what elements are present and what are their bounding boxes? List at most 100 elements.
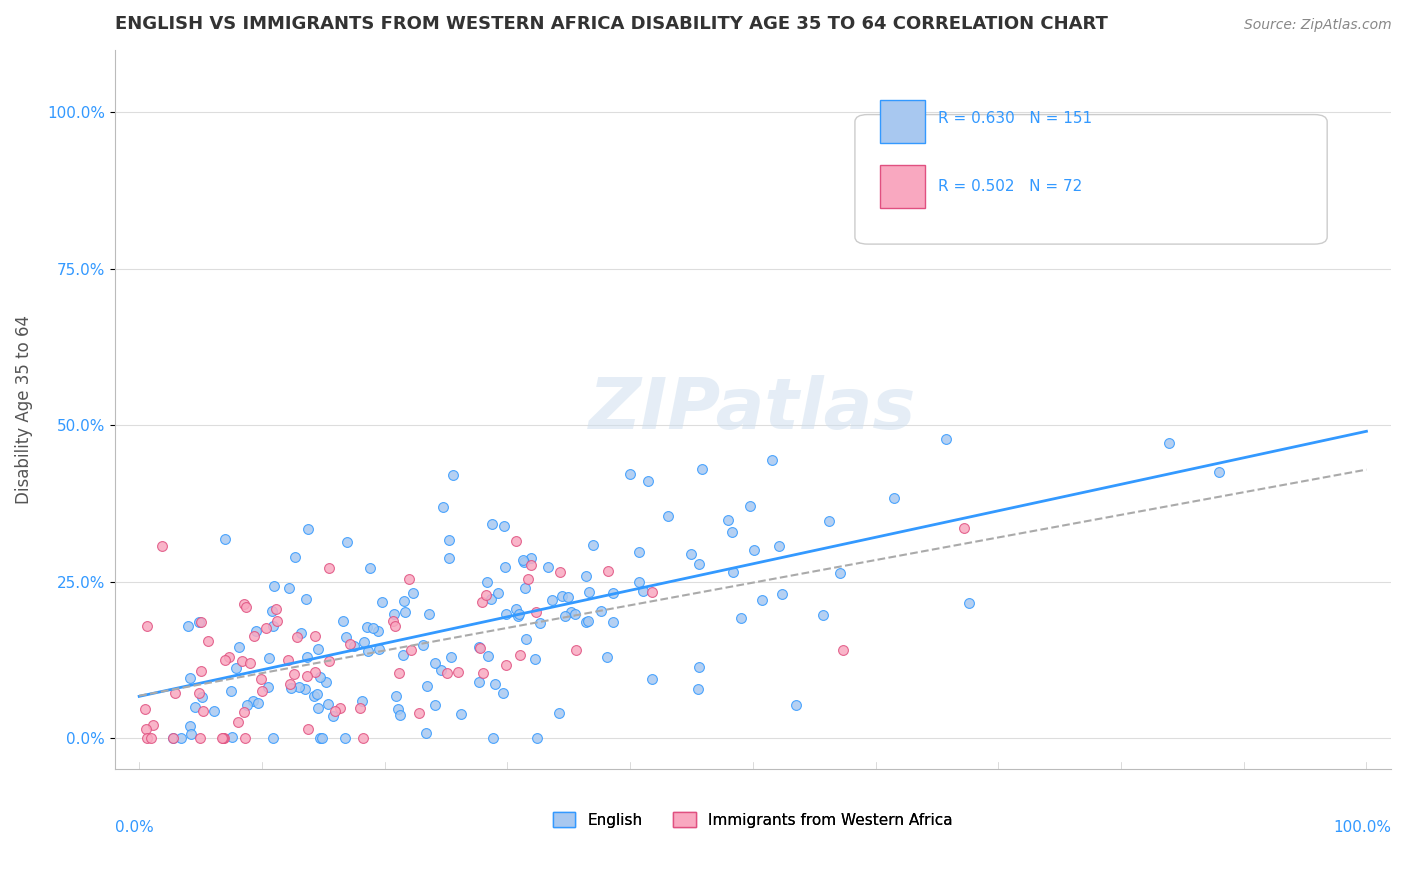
Point: [135, 722, 157, 736]
Point: [135, 619, 157, 633]
Point: [295, 650, 318, 665]
Point: [262, 731, 284, 745]
Point: [388, 666, 411, 681]
Point: [479, 592, 502, 607]
Point: [681, 547, 703, 561]
Point: [688, 659, 710, 673]
Point: [447, 665, 470, 680]
Point: [304, 629, 326, 643]
Point: [263, 579, 285, 593]
Point: [541, 592, 564, 607]
Point: [506, 608, 529, 623]
Point: [564, 607, 586, 621]
Point: [336, 535, 359, 549]
Text: 0.0%: 0.0%: [115, 820, 153, 835]
Point: [831, 643, 853, 657]
Point: [423, 656, 446, 670]
Point: [392, 594, 415, 608]
Point: [239, 657, 262, 671]
Point: [141, 731, 163, 745]
Text: ENGLISH VS IMMIGRANTS FROM WESTERN AFRICA DISABILITY AGE 35 TO 64 CORRELATION CH: ENGLISH VS IMMIGRANTS FROM WESTERN AFRIC…: [115, 15, 1108, 33]
Point: [520, 558, 543, 572]
Point: [214, 532, 236, 546]
Point: [367, 624, 389, 639]
Point: [290, 626, 312, 640]
Point: [537, 560, 560, 574]
Point: [515, 632, 537, 647]
Point: [467, 640, 489, 654]
Point: [717, 513, 740, 527]
Point: [212, 731, 235, 745]
Point: [384, 619, 406, 633]
Point: [495, 658, 517, 673]
Point: [627, 575, 650, 590]
Point: [142, 718, 165, 732]
Point: [335, 630, 357, 644]
Point: [415, 679, 437, 693]
Point: [591, 604, 613, 618]
Point: [170, 731, 193, 745]
Text: 100.0%: 100.0%: [1333, 820, 1391, 835]
FancyBboxPatch shape: [880, 100, 925, 144]
Point: [399, 642, 422, 657]
Point: [218, 650, 240, 665]
FancyBboxPatch shape: [880, 165, 925, 208]
Y-axis label: Disability Age 35 to 64: Disability Age 35 to 64: [15, 315, 32, 504]
Point: [245, 624, 267, 639]
Point: [492, 686, 515, 700]
Point: [242, 629, 264, 643]
Point: [219, 684, 242, 698]
Point: [477, 648, 499, 663]
Point: [437, 533, 460, 548]
Point: [309, 670, 332, 684]
Point: [297, 522, 319, 536]
Point: [236, 698, 259, 712]
Point: [508, 607, 530, 621]
Point: [513, 582, 536, 596]
Point: [408, 706, 430, 720]
Point: [297, 722, 319, 736]
Point: [575, 615, 598, 629]
Point: [232, 705, 254, 719]
Point: [322, 709, 344, 723]
Point: [471, 666, 494, 681]
Point: [495, 607, 517, 622]
Point: [214, 652, 236, 666]
Point: [437, 551, 460, 566]
Point: [163, 686, 186, 700]
Point: [565, 642, 588, 657]
Text: ZIPatlas: ZIPatlas: [589, 375, 917, 444]
Point: [188, 731, 211, 745]
Point: [177, 619, 200, 633]
Point: [339, 637, 361, 651]
Point: [202, 704, 225, 718]
Point: [602, 586, 624, 600]
Point: [278, 677, 301, 691]
Point: [547, 706, 569, 721]
Point: [356, 620, 378, 634]
Point: [619, 467, 641, 481]
Point: [179, 719, 201, 733]
Point: [505, 534, 527, 549]
Point: [688, 682, 710, 697]
Point: [641, 672, 664, 686]
Point: [371, 595, 394, 609]
Point: [382, 607, 405, 622]
Point: [280, 681, 302, 695]
Point: [333, 731, 356, 745]
Point: [602, 615, 624, 629]
Point: [184, 699, 207, 714]
Point: [575, 568, 598, 582]
Point: [349, 701, 371, 715]
Text: R = 0.502   N = 72: R = 0.502 N = 72: [938, 179, 1083, 194]
Point: [596, 564, 619, 578]
Point: [481, 517, 503, 532]
Point: [350, 694, 373, 708]
Point: [423, 698, 446, 712]
Point: [768, 539, 790, 553]
Point: [443, 468, 465, 483]
Point: [557, 590, 579, 604]
Point: [398, 572, 420, 586]
Point: [526, 731, 548, 745]
Point: [235, 600, 257, 615]
